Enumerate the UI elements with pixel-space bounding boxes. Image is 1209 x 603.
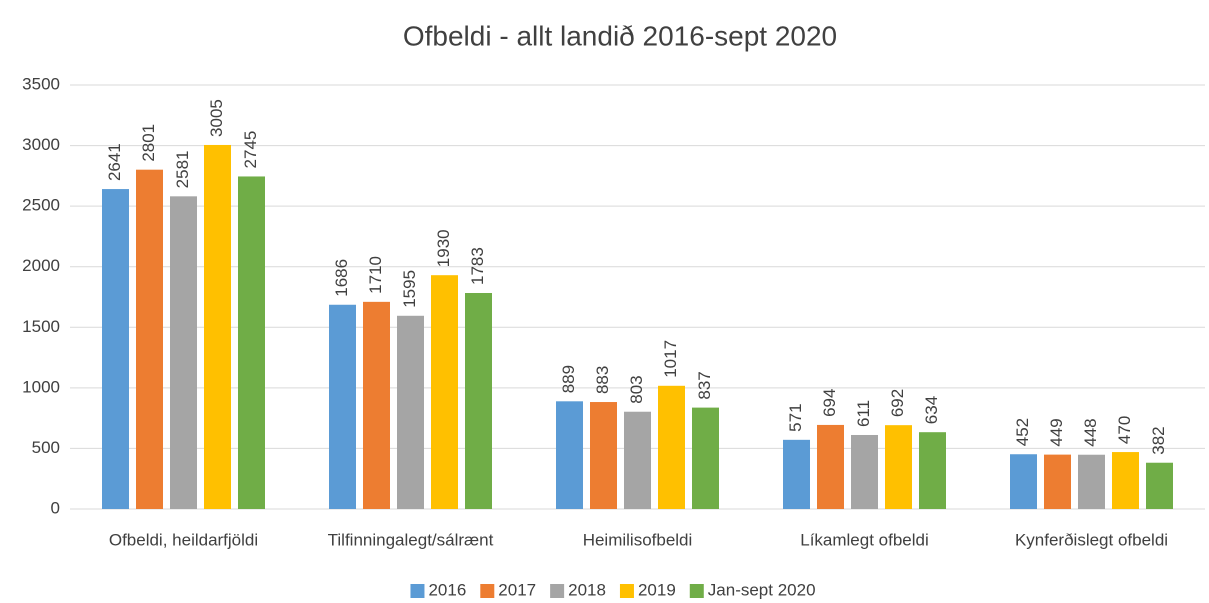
data-label: 889 [559,365,578,393]
bar [136,169,163,509]
x-tick-label: Kynferðislegt ofbeldi [1015,530,1168,549]
data-label: 2581 [173,151,192,189]
data-label: 694 [820,389,839,417]
legend-swatch [619,584,634,598]
legend-label: 2019 [638,580,676,599]
legend-label: 2017 [498,580,536,599]
x-tick-label: Heimilisofbeldi [583,530,693,549]
legend-label: Jan-sept 2020 [708,580,816,599]
data-label: 611 [854,400,873,427]
legend-swatch [480,584,495,598]
legend-label: 2018 [568,580,606,599]
bar [851,434,878,509]
y-tick-label: 2000 [22,256,60,275]
data-label: 803 [627,375,646,403]
data-label: 470 [1115,416,1134,444]
data-label: 2745 [241,131,260,169]
bar [1078,454,1105,509]
data-label: 1783 [468,247,487,285]
legend-swatch [550,584,565,598]
bar [329,304,356,509]
data-label: 1595 [400,270,419,308]
x-tick-label: Tilfinningalegt/sálrænt [328,530,494,549]
y-tick-label: 1500 [22,317,60,336]
data-label: 452 [1013,418,1032,446]
data-label: 1686 [332,259,351,297]
legend-swatch [689,584,704,598]
bar [783,439,810,509]
bar [1112,452,1139,509]
data-label: 448 [1081,418,1100,446]
data-label: 1930 [434,229,453,267]
y-tick-label: 0 [51,498,60,517]
bar [363,301,390,509]
bar [397,315,424,509]
bar [102,189,129,510]
bar [238,176,265,509]
data-label: 634 [922,396,941,424]
data-label: 692 [888,389,907,417]
bar [624,411,651,509]
bar [170,196,197,509]
bar [1146,462,1173,509]
data-label: 571 [786,403,805,431]
bar [692,407,719,509]
bar [556,401,583,509]
legend-swatch [410,584,425,598]
data-label: 837 [695,371,714,399]
data-label: 2641 [105,143,124,181]
bar [590,402,617,509]
bar [1010,454,1037,509]
x-tick-label: Líkamlegt ofbeldi [800,530,929,549]
bar [817,424,844,509]
y-tick-label: 1000 [22,377,60,396]
data-label: 3005 [207,99,226,137]
data-label: 1710 [366,256,385,294]
bar [919,432,946,509]
bar [885,425,912,509]
bar [658,385,685,509]
bar [1044,454,1071,509]
bar [465,293,492,509]
y-tick-label: 3500 [22,74,60,93]
y-tick-label: 500 [32,438,60,457]
data-label: 883 [593,366,612,394]
data-label: 2801 [139,124,158,162]
legend-label: 2016 [428,580,466,599]
data-label: 382 [1149,426,1168,454]
bar [431,275,458,509]
data-label: 1017 [661,340,680,378]
y-tick-label: 2500 [22,196,60,215]
y-tick-label: 3000 [22,135,60,154]
chart-title: Ofbeldi - allt landið 2016-sept 2020 [403,20,837,51]
x-tick-label: Ofbeldi, heildarfjöldi [109,530,258,549]
bar [204,144,231,510]
data-label: 449 [1047,418,1066,446]
